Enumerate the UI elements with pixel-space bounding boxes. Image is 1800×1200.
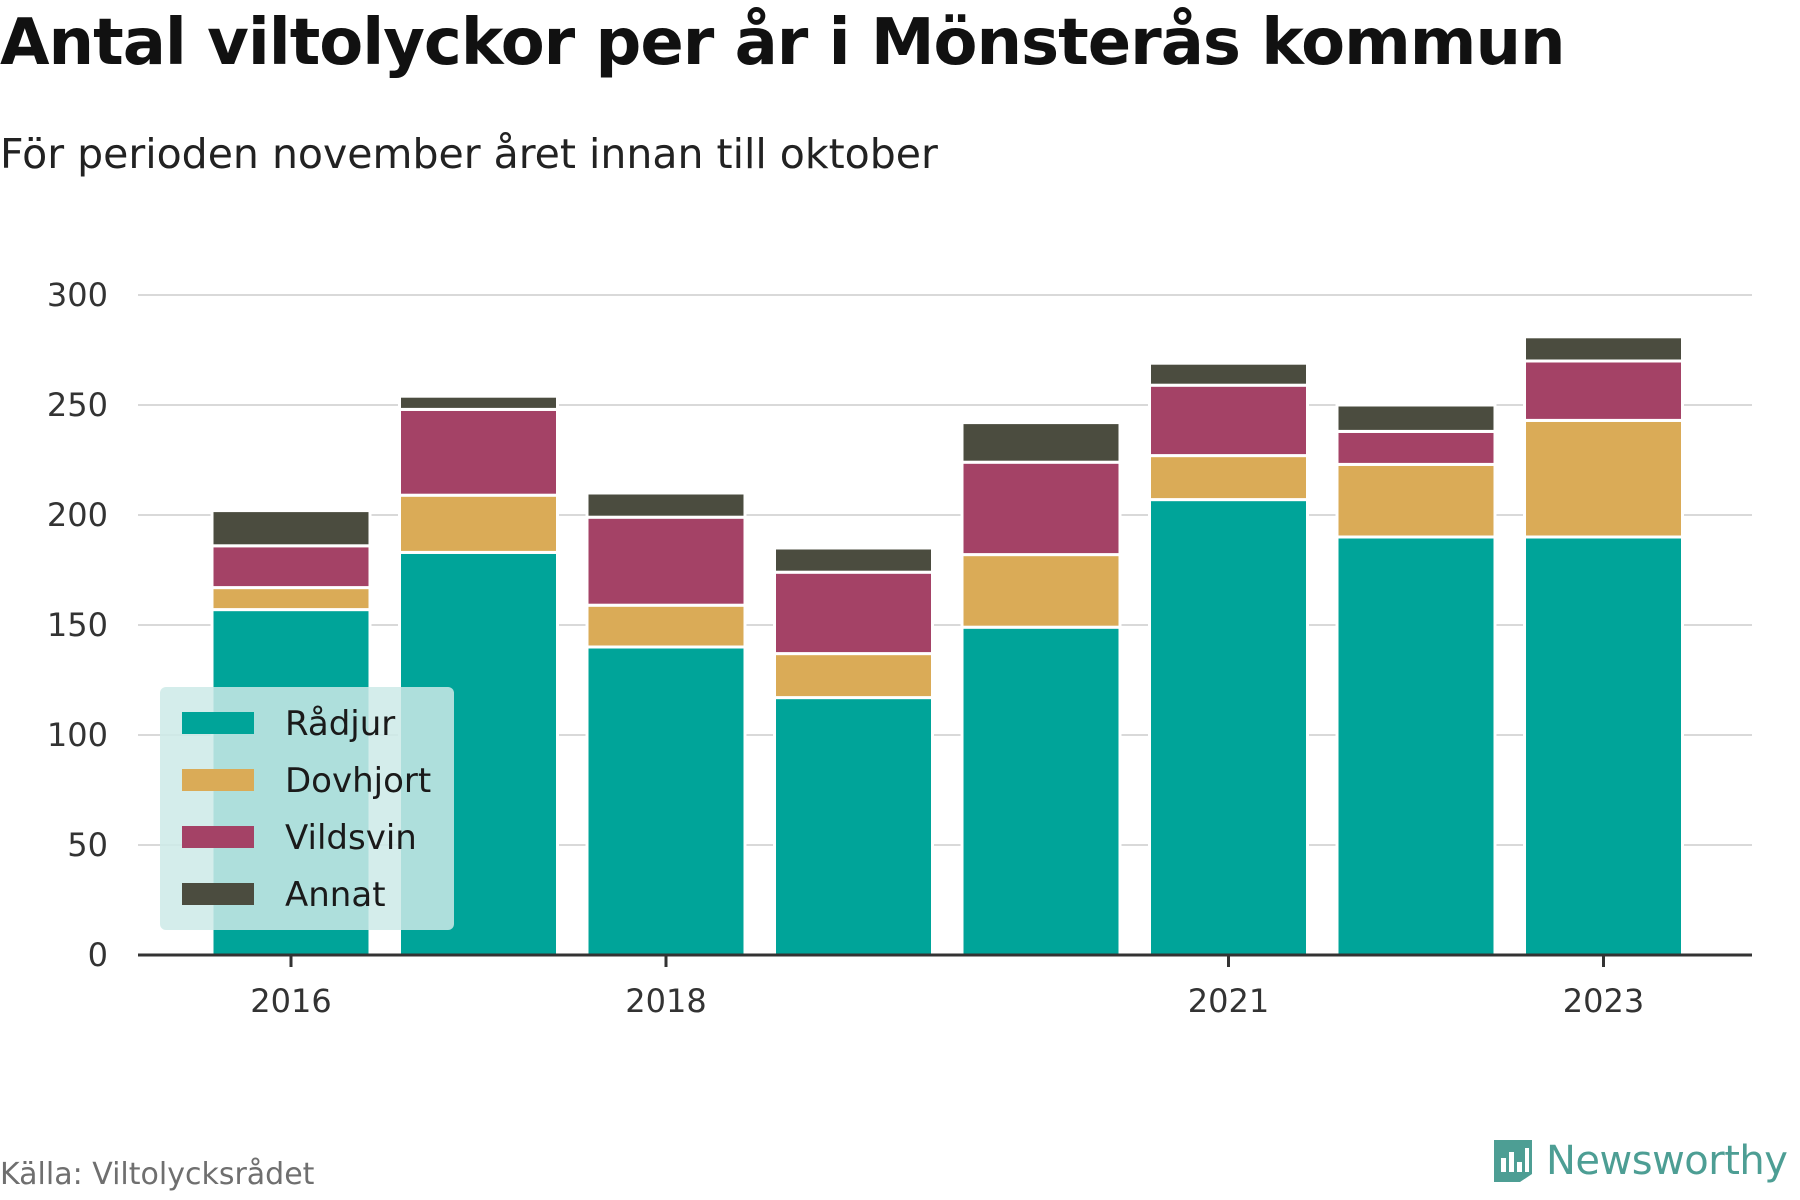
y-tick-label: 50 (67, 826, 108, 864)
y-tick-label: 0 (88, 936, 108, 974)
x-axis-ticks: 2016 2018 2021 2023 (250, 955, 1644, 1020)
y-axis-ticks: 0 50 100 150 200 250 300 (47, 276, 108, 974)
bar-segment-rådjur (960, 625, 1122, 957)
brand-logo: Newsworthy (1490, 1138, 1788, 1184)
bar-segment-annat (398, 394, 559, 411)
y-tick-label: 300 (47, 276, 108, 314)
y-tick-label: 100 (47, 716, 108, 754)
bar-segment-annat (585, 491, 747, 519)
brand-name: Newsworthy (1546, 1138, 1788, 1184)
bar-segment-vildsvin (1523, 359, 1684, 422)
x-tick-label: 2018 (625, 982, 706, 1020)
legend: Rådjur Dovhjort Vildsvin Annat (160, 687, 454, 930)
x-tick-label: 2023 (1563, 982, 1644, 1020)
bar-segment-vildsvin (398, 407, 559, 497)
bar-segment-annat (1523, 335, 1684, 363)
x-tick-label: 2016 (250, 982, 331, 1020)
bar-segment-rådjur (773, 696, 934, 957)
bar-segment-rådjur (1335, 535, 1497, 957)
legend-label-dovhjort: Dovhjort (285, 761, 431, 801)
chart-subtitle: För perioden november året innan till ok… (0, 130, 938, 178)
bar-segment-dovhjort (398, 493, 559, 554)
bar-chart-document-icon (1494, 1140, 1532, 1182)
bar-segment-dovhjort (773, 652, 934, 700)
bar-segment-vildsvin (210, 544, 372, 590)
x-tick-label: 2021 (1188, 982, 1269, 1020)
y-tick-label: 150 (47, 606, 108, 644)
bar-segment-vildsvin (773, 570, 934, 656)
bar-segment-annat (960, 421, 1122, 464)
bar-segment-annat (773, 546, 934, 574)
bar-segment-dovhjort (1148, 454, 1309, 502)
legend-label-annat: Annat (285, 875, 386, 915)
bar-segment-vildsvin (960, 460, 1122, 557)
bar-segment-annat (1335, 403, 1497, 433)
legend-label-rådjur: Rådjur (285, 704, 395, 744)
legend-swatch-rådjur (182, 712, 254, 734)
bar-segment-vildsvin (585, 515, 747, 607)
bar-segment-vildsvin (1148, 383, 1309, 458)
bar-segment-dovhjort (1523, 418, 1684, 539)
legend-swatch-annat (182, 883, 254, 905)
legend-swatch-dovhjort (182, 769, 254, 791)
y-tick-label: 250 (47, 386, 108, 424)
bar-segment-dovhjort (210, 586, 372, 612)
bar-segment-rådjur (585, 645, 747, 957)
bar-segment-annat (210, 509, 372, 548)
y-tick-label: 200 (47, 496, 108, 534)
bar-segment-vildsvin (1335, 429, 1497, 466)
chart-title: Antal viltolyckor per år i Mönsterås kom… (0, 6, 1566, 80)
source-note: Källa: Viltolycksrådet (0, 1157, 315, 1192)
bar-segment-annat (1148, 361, 1309, 387)
legend-swatch-vildsvin (182, 826, 254, 848)
bar-segment-dovhjort (585, 603, 747, 649)
legend-label-vildsvin: Vildsvin (285, 818, 417, 858)
bar-segment-rådjur (1523, 535, 1684, 957)
legend-background (160, 687, 454, 930)
bar-segment-dovhjort (1335, 462, 1497, 539)
bar-segment-dovhjort (960, 553, 1122, 629)
bar-segment-rådjur (1148, 498, 1309, 957)
